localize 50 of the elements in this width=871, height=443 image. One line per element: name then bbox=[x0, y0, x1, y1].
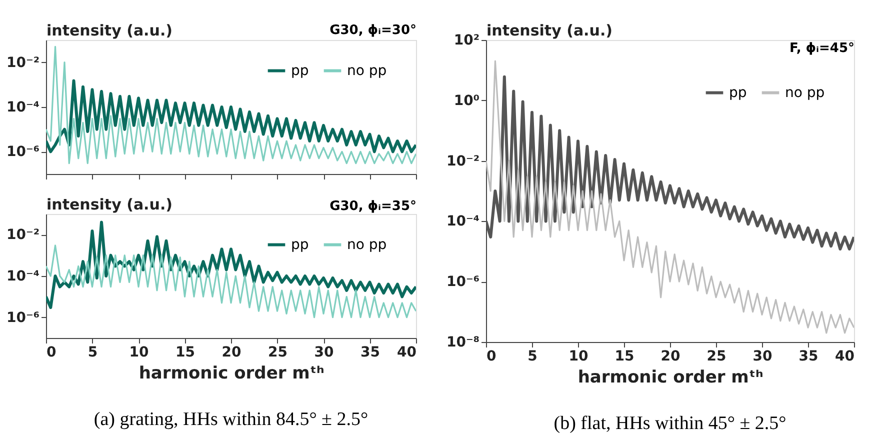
x-tick-label: 30 bbox=[314, 344, 334, 360]
legend-label: pp bbox=[291, 236, 309, 253]
x-tick-label: 35 bbox=[360, 344, 380, 360]
x-tick-label: 20 bbox=[660, 348, 680, 364]
chart-title: G30, ϕᵢ=35° bbox=[330, 199, 416, 214]
legend-label: pp bbox=[729, 84, 747, 101]
y-tick-label: 10⁻⁴ bbox=[446, 214, 480, 230]
text: (a) grating, HHs within 84.5° ± 2.5° bbox=[94, 409, 368, 430]
y-axis-title: intensity (a.u.) bbox=[46, 22, 172, 40]
y-tick-label: 10⁻⁶ bbox=[6, 310, 40, 326]
x-tick-label: 25 bbox=[268, 344, 288, 360]
x-tick-label: 5 bbox=[528, 348, 538, 364]
x-tick-label: 10 bbox=[568, 348, 588, 364]
x-tick-label: 0 bbox=[486, 348, 496, 364]
x-tick-label: 35 bbox=[798, 348, 818, 364]
line-series bbox=[486, 60, 854, 334]
y-tick-label: 10⁻⁶ bbox=[446, 274, 480, 290]
line-series bbox=[46, 79, 416, 154]
x-tick-label: 25 bbox=[706, 348, 726, 364]
y-axis-title: intensity (a.u.) bbox=[46, 196, 172, 214]
y-tick-label: 10⁰ bbox=[454, 92, 480, 109]
line-series bbox=[486, 75, 854, 251]
x-tick-label: 30 bbox=[752, 348, 772, 364]
y-tick-label: 10⁻⁴ bbox=[6, 268, 40, 284]
y-tick-label: 10⁻² bbox=[6, 54, 40, 71]
legend-label: no pp bbox=[785, 84, 825, 101]
y-axis-title: intensity (a.u.) bbox=[486, 22, 612, 40]
chart-title: G30, ϕᵢ=30° bbox=[330, 23, 416, 38]
x-tick-label: 20 bbox=[222, 344, 242, 360]
x-tick-label: 0 bbox=[46, 344, 56, 360]
y-tick-label: 10⁻² bbox=[446, 153, 480, 170]
x-tick-label: 5 bbox=[88, 344, 98, 360]
x-tick-label: 15 bbox=[176, 344, 195, 360]
text: (b) flat, HHs within 45° ± 2.5° bbox=[554, 413, 786, 434]
x-axis-title: harmonic order mᵗʰ bbox=[138, 364, 324, 384]
x-axis-title: harmonic order mᵗʰ bbox=[578, 368, 764, 388]
legend-label: no pp bbox=[347, 236, 387, 253]
y-tick-label: 10² bbox=[454, 32, 480, 48]
y-tick-label: 10⁻⁸ bbox=[446, 334, 480, 350]
legend-label: pp bbox=[291, 62, 309, 79]
y-tick-label: 10⁻⁴ bbox=[6, 100, 40, 116]
x-tick-label: 10 bbox=[129, 344, 149, 360]
chart-title: F, ϕᵢ=45° bbox=[790, 41, 854, 56]
x-tick-label: 40 bbox=[397, 344, 417, 360]
y-tick-label: 10⁻⁶ bbox=[6, 144, 40, 160]
y-tick-label: 10⁻² bbox=[6, 227, 40, 244]
x-tick-label: 40 bbox=[835, 348, 855, 364]
line-series bbox=[46, 46, 416, 164]
legend-label: no pp bbox=[347, 62, 387, 79]
x-tick-label: 15 bbox=[614, 348, 634, 364]
